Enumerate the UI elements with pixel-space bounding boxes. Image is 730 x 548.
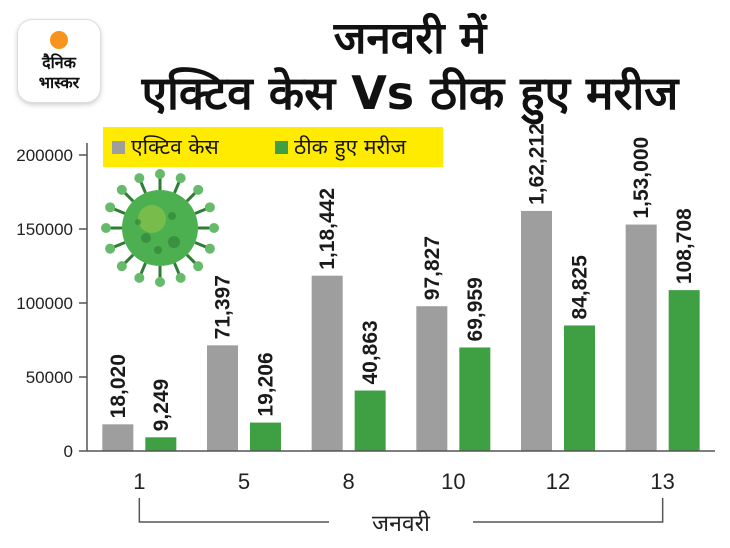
bar-active-cases [625, 224, 657, 451]
virus-highlight [138, 205, 166, 233]
virus-spike-tip [134, 272, 145, 283]
logo-text-line2: भास्कर [38, 73, 80, 92]
virus-spot [154, 246, 162, 254]
chart-title-line2: एक्टिव केस Vs ठीक हुए मरीज [141, 66, 679, 120]
y-tick-label: 200000 [16, 146, 73, 165]
data-label: 40,863 [359, 320, 382, 384]
x-bracket-right [473, 498, 664, 523]
chart-title-line1: जनवरी में [333, 13, 487, 64]
bar-active-cases [311, 275, 343, 451]
virus-spike-tip [209, 223, 219, 233]
x-axis: 1 5 8 10 12 13 जनवरी [87, 450, 715, 536]
bar-recovered [145, 437, 177, 451]
bar-recovered [459, 347, 491, 451]
virus-spike-tip [116, 184, 127, 195]
sun-dot-icon [50, 31, 68, 49]
x-tick-label: 10 [441, 469, 465, 494]
data-label: 18,020 [107, 354, 130, 418]
x-tick-label: 12 [546, 469, 570, 494]
virus-spike-tip [155, 277, 165, 287]
virus-spike-tip [175, 272, 186, 283]
data-label: 9,249 [150, 379, 173, 432]
virus-spike-tip [116, 261, 127, 272]
data-label: 71,397 [212, 275, 235, 339]
virus-spike-tip [101, 223, 111, 233]
legend: एक्टिव केस ठीक हुए मरीज [103, 127, 443, 167]
x-tick-label: 1 [133, 469, 145, 494]
data-label: 1,62,212 [526, 123, 549, 205]
coronavirus-icon [101, 169, 219, 287]
virus-spike-tip [204, 202, 215, 213]
data-label: 108,708 [673, 208, 696, 284]
virus-spot [135, 219, 141, 225]
x-tick-label: 8 [343, 469, 355, 494]
y-tick-label: 150000 [16, 220, 73, 239]
legend-label-recovered: ठीक हुए मरीज [294, 135, 407, 159]
virus-spot [168, 236, 180, 248]
bar-recovered [668, 290, 700, 451]
virus-spike-tip [105, 202, 116, 213]
virus-spike-tip [204, 243, 215, 254]
dainik-bhaskar-logo: दैनिक भास्कर [18, 20, 100, 102]
y-tick-label: 100000 [16, 294, 73, 313]
data-label: 69,959 [464, 277, 487, 341]
x-tick-label: 13 [650, 469, 674, 494]
bar-active-cases [521, 210, 552, 451]
legend-swatch-active-cases [112, 141, 125, 154]
virus-spot [168, 212, 176, 220]
data-label: 1,18,442 [316, 188, 339, 270]
data-label: 19,206 [255, 352, 278, 416]
y-tick-label: 0 [64, 442, 73, 461]
virus-spike-tip [105, 243, 116, 254]
bar-recovered [354, 390, 386, 451]
virus-spike-tip [155, 169, 165, 179]
bars: 18,020 9,249 71,397 19,206 1,18,442 40,863 97,… [102, 123, 700, 451]
virus-spot [141, 233, 151, 243]
data-label: 97,827 [421, 236, 444, 300]
bar-active-cases [102, 424, 134, 451]
y-tick-label: 50000 [26, 368, 73, 387]
virus-spike-tip [175, 173, 186, 184]
bar-active-cases [416, 306, 448, 451]
y-axis: 0 50000 100000 150000 200000 [16, 143, 88, 461]
data-label: 1,53,000 [630, 137, 653, 219]
virus-spike-tip [134, 173, 145, 184]
legend-swatch-recovered [275, 141, 288, 154]
bar-active-cases [207, 345, 238, 451]
virus-spike-tip [193, 184, 204, 195]
x-axis-label: जनवरी [372, 510, 431, 536]
logo-text-line1: दैनिक [42, 53, 76, 72]
legend-label-active-cases: एक्टिव केस [131, 135, 219, 159]
bar-recovered [564, 325, 595, 451]
data-label: 84,825 [569, 255, 592, 320]
x-tick-label: 5 [238, 469, 250, 494]
virus-spike-tip [193, 261, 204, 272]
x-bracket-left [138, 498, 329, 523]
bar-recovered [250, 422, 281, 451]
